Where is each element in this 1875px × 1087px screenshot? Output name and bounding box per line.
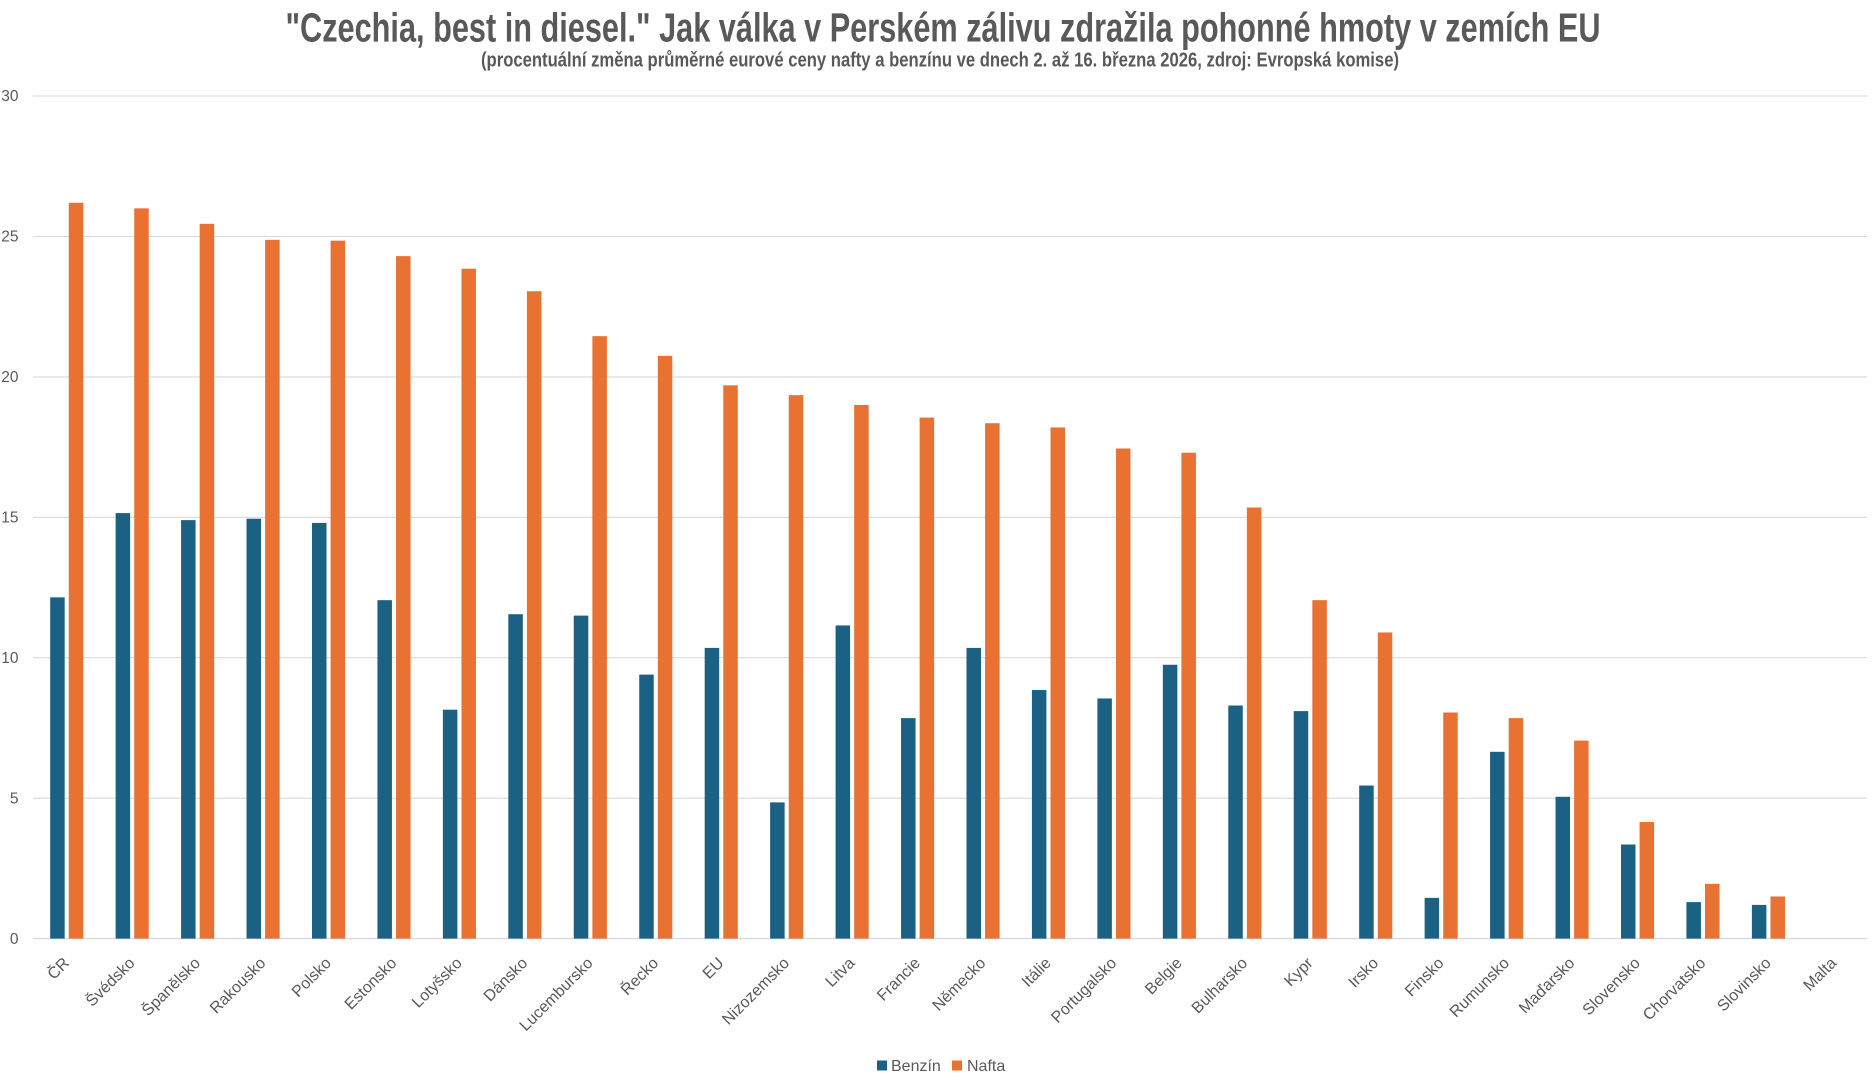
svg-text:15: 15 [1, 510, 18, 527]
svg-text:Benzín: Benzín [891, 1058, 941, 1075]
svg-text:20: 20 [1, 369, 19, 386]
svg-text:"Czechia, best in diesel." Jak: "Czechia, best in diesel." Jak válka v P… [286, 5, 1601, 51]
svg-text:25: 25 [1, 229, 18, 246]
svg-text:0: 0 [10, 931, 19, 948]
svg-text:10: 10 [1, 650, 19, 667]
svg-text:(procentuální změna průměrné e: (procentuální změna průměrné eurové ceny… [481, 50, 1399, 72]
svg-text:Nafta: Nafta [967, 1058, 1005, 1075]
svg-text:5: 5 [10, 790, 19, 807]
svg-text:30: 30 [1, 88, 19, 105]
